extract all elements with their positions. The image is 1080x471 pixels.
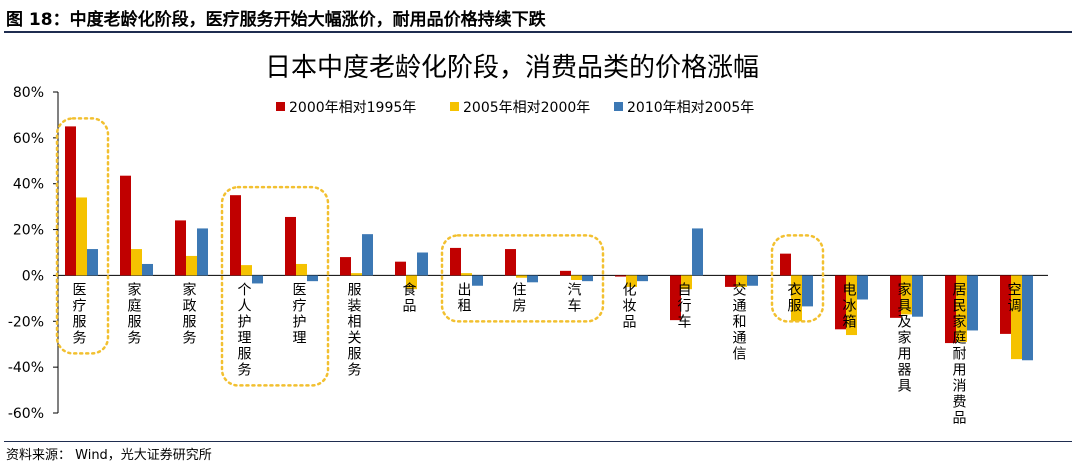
legend-label: 2005年相对2000年 <box>463 100 590 116</box>
legend-label: 2000年相对1995年 <box>289 100 416 116</box>
bar <box>967 275 978 331</box>
category-label: 家政服务 <box>183 281 197 346</box>
bar <box>186 255 197 276</box>
bar <box>406 275 417 290</box>
highlight-box <box>55 117 110 355</box>
bar <box>846 275 857 336</box>
bar <box>527 275 538 283</box>
bar <box>670 275 681 321</box>
category-label: 化妆品 <box>623 282 637 330</box>
category-label: 家庭服务 <box>128 281 142 346</box>
bar <box>252 275 263 284</box>
chart-title: 日本中度老龄化阶段，消费品类的价格涨幅 <box>265 53 759 83</box>
category-label: 家具及家用器具 <box>898 281 912 394</box>
category-label: 医疗服务 <box>73 282 87 346</box>
bar <box>461 273 472 276</box>
bar <box>417 252 428 276</box>
bar <box>626 275 637 287</box>
bar <box>560 270 571 276</box>
bar <box>241 265 252 276</box>
legend-swatch <box>276 102 285 111</box>
bar <box>307 275 318 282</box>
bar <box>296 263 307 276</box>
bar <box>472 275 483 286</box>
bar <box>780 253 791 276</box>
bar <box>791 275 802 322</box>
category-label: 空调 <box>1008 282 1022 314</box>
figure-header: 图 18：中度老龄化阶段，医疗服务开始大幅涨价，耐用品价格持续下跌 <box>0 0 1080 33</box>
bar <box>76 197 87 276</box>
bar <box>747 275 758 286</box>
bar <box>725 275 736 287</box>
figure-caption: 图 18：中度老龄化阶段，医疗服务开始大幅涨价，耐用品价格持续下跌 <box>6 10 546 30</box>
bar <box>362 234 373 276</box>
bar <box>912 275 923 317</box>
y-tick-label: -60% <box>8 406 44 422</box>
bar <box>351 273 362 276</box>
bar <box>340 257 351 276</box>
category-label: 出租 <box>458 282 472 314</box>
legend-swatch <box>614 102 623 111</box>
highlight-box <box>440 234 605 323</box>
bar <box>87 249 98 276</box>
bar <box>901 275 912 315</box>
legend-label: 2010年相对2005年 <box>627 100 754 116</box>
header-rule <box>4 31 1072 33</box>
bar <box>637 275 648 282</box>
bar <box>736 275 747 287</box>
bar <box>131 249 142 276</box>
bar <box>681 275 692 290</box>
y-tick-label: -40% <box>8 360 44 376</box>
y-tick-label: 60% <box>13 131 44 147</box>
y-tick-label: 80% <box>13 85 44 101</box>
category-label: 汽车 <box>568 282 582 314</box>
bar <box>956 275 967 342</box>
bar <box>1022 275 1033 361</box>
y-tick-label: 20% <box>13 223 44 239</box>
bar <box>142 263 153 276</box>
bar <box>505 249 516 276</box>
y-tick-label: 40% <box>13 177 44 193</box>
footer-rule <box>4 441 1072 442</box>
highlight-box <box>770 234 825 323</box>
bar <box>65 126 76 276</box>
bar <box>395 261 406 276</box>
bar <box>230 195 241 276</box>
y-tick-label: -20% <box>8 314 44 330</box>
bar <box>1011 275 1022 360</box>
bar <box>615 275 626 277</box>
category-label: 交通和通信 <box>733 281 747 362</box>
category-label: 电冰箱 <box>843 282 857 330</box>
category-label: 食品 <box>403 281 417 314</box>
bar <box>890 275 901 318</box>
category-label: 住房 <box>513 282 527 314</box>
highlight-box <box>220 185 330 387</box>
bar <box>450 247 461 276</box>
bar <box>571 275 582 281</box>
bar <box>945 275 956 344</box>
category-label: 服装相关服务 <box>348 282 362 378</box>
bar <box>175 220 186 276</box>
category-label: 自行车 <box>678 282 692 330</box>
bar <box>516 275 527 278</box>
category-label: 衣服 <box>788 282 802 314</box>
category-label: 居民家庭耐用消费品 <box>953 282 967 426</box>
category-label: 个人护理服务 <box>238 282 252 378</box>
bar <box>835 275 846 330</box>
legend-swatch <box>450 102 459 111</box>
y-tick-label: 0% <box>22 268 44 284</box>
bar <box>285 216 296 276</box>
bar <box>692 228 703 276</box>
bar <box>120 175 131 276</box>
bar <box>1000 275 1011 334</box>
price-change-chart: 日本中度老龄化阶段，消费品类的价格涨幅 80% 60% 40% 20% 0% -20% -4… <box>8 53 1048 426</box>
source-note: 资料来源： Wind，光大证券研究所 <box>6 448 212 463</box>
bar <box>857 275 868 300</box>
bar <box>197 228 208 276</box>
bar <box>802 275 813 307</box>
category-label: 医疗护理 <box>293 282 307 346</box>
bar <box>582 275 593 282</box>
